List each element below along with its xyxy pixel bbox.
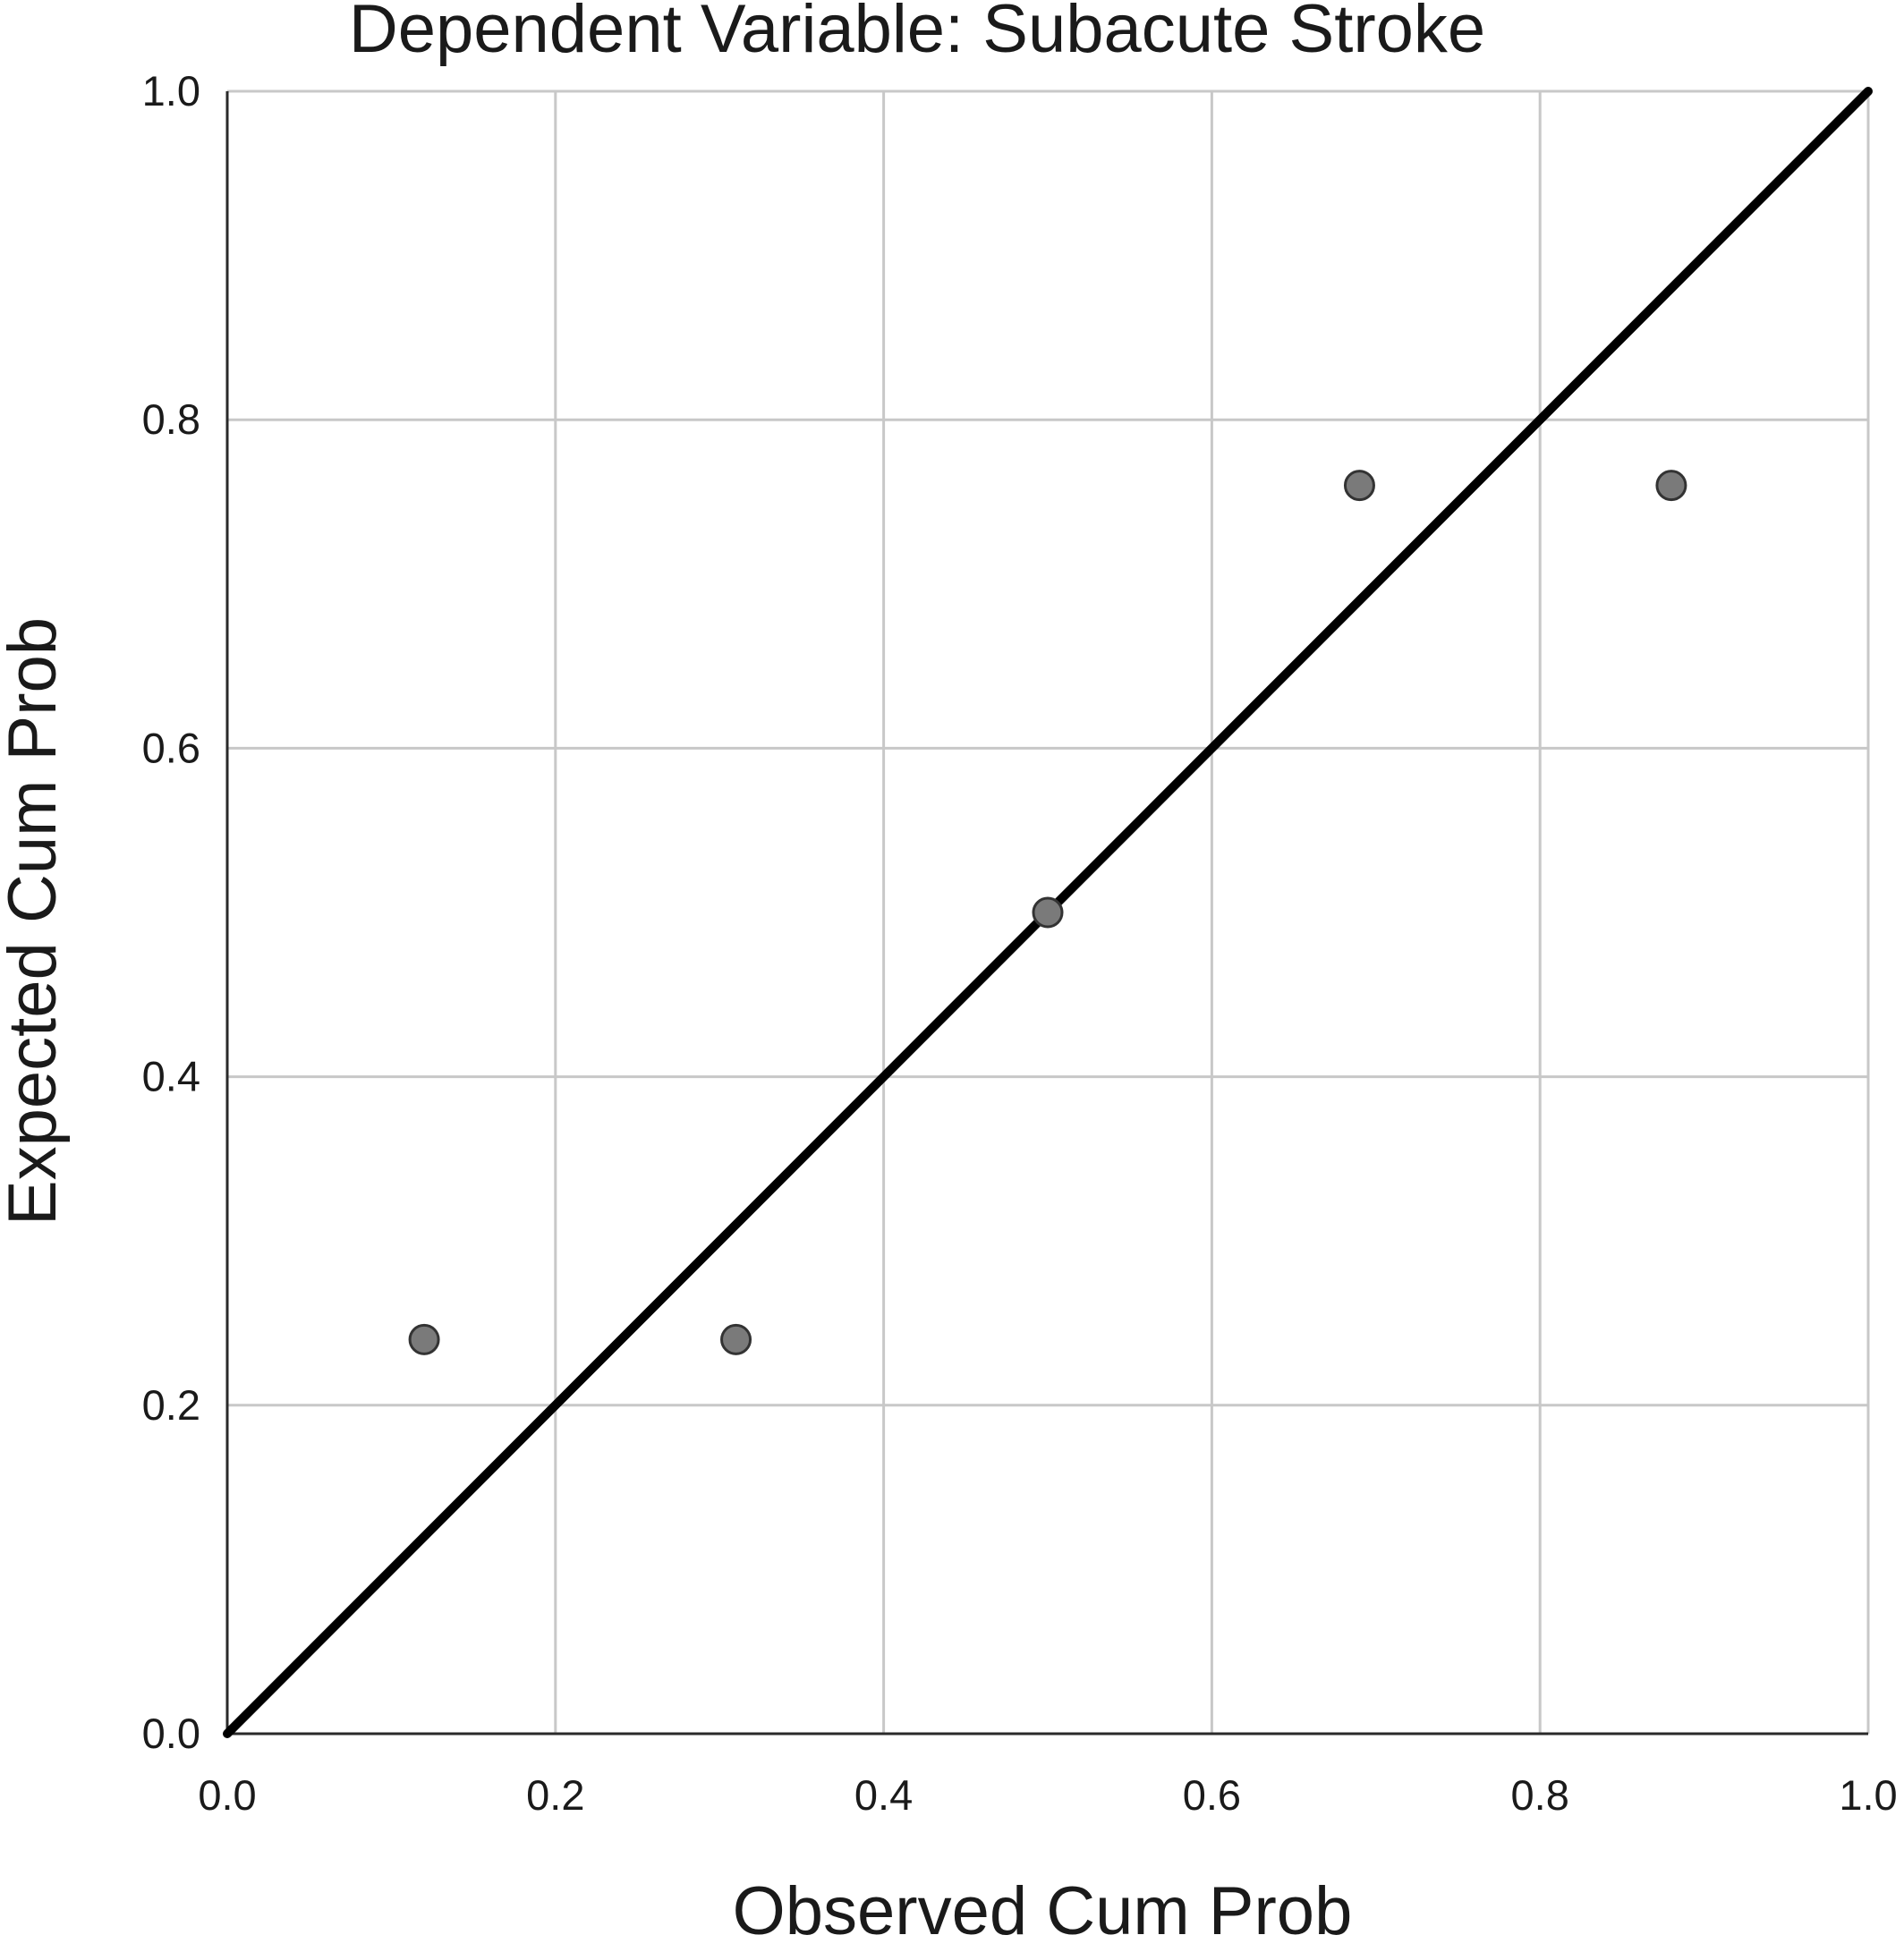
data-point xyxy=(408,1323,440,1355)
data-point xyxy=(1655,470,1687,502)
data-point xyxy=(1343,470,1375,502)
x-tick-label: 0.6 xyxy=(1183,1771,1241,1819)
grid-lines xyxy=(227,89,1870,1734)
chart-title: Dependent Variable: Subacute Stroke xyxy=(349,0,1485,67)
x-tick-label: 0.8 xyxy=(1511,1771,1569,1819)
y-axis-title: Expected Cum Prob xyxy=(0,617,71,1226)
y-tick-label: 0.2 xyxy=(142,1381,200,1429)
x-tick-label: 0.4 xyxy=(854,1771,913,1819)
y-tick-label: 0.6 xyxy=(142,724,200,771)
x-tick-label: 0.2 xyxy=(526,1771,584,1819)
x-tick-label: 1.0 xyxy=(1839,1771,1897,1819)
tick-labels: 0.0 0.2 0.4 0.6 0.8 1.0 0.0 0.2 0.4 0.6 0.8 1.0 xyxy=(142,67,1898,1819)
y-tick-label: 0.0 xyxy=(142,1710,200,1757)
data-point xyxy=(720,1323,752,1355)
y-tick-label: 1.0 xyxy=(142,67,200,115)
axes xyxy=(225,91,1868,1736)
y-tick-label: 0.8 xyxy=(142,395,200,443)
data-points xyxy=(408,470,1687,1355)
data-point xyxy=(1032,896,1064,929)
x-tick-label: 0.0 xyxy=(198,1771,256,1819)
y-tick-label: 0.4 xyxy=(142,1053,200,1100)
x-axis-title: Observed Cum Prob xyxy=(733,1873,1353,1948)
